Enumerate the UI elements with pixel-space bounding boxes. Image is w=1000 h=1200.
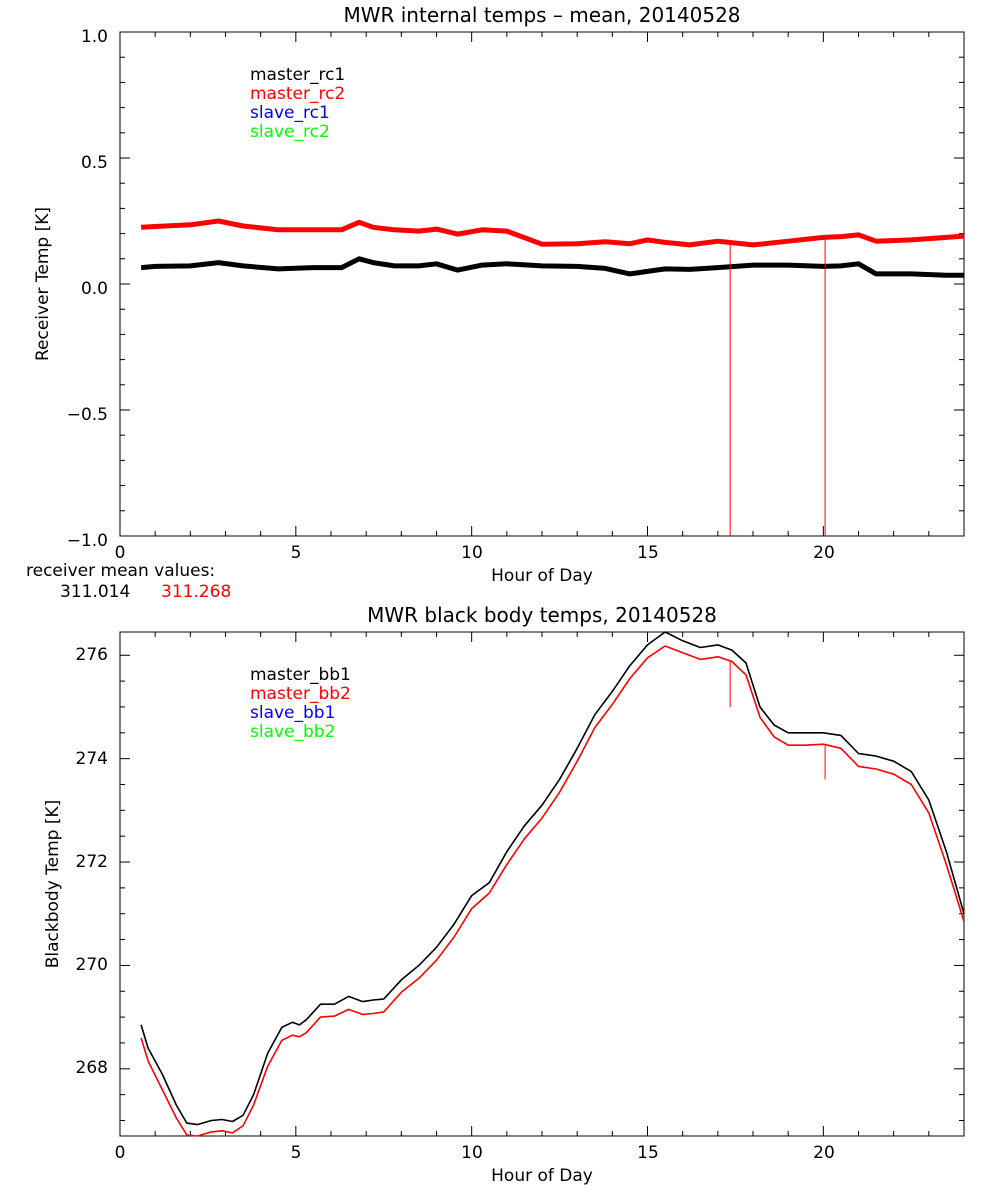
bottom-ytick-label: 270	[76, 955, 108, 975]
bottom-axis-ticks	[119, 632, 965, 1136]
bottom-plot-frame	[119, 631, 965, 1137]
top-xtick-label: 15	[637, 543, 659, 563]
bottom-legend-master-bb1: master_bb1	[250, 665, 351, 685]
bottom-x-axis-label: Hour of Day	[491, 1166, 593, 1186]
top-ytick-label: 0.0	[81, 279, 108, 299]
top-xtick-label: 10	[461, 543, 483, 563]
bottom-xtick-label: 0	[115, 1143, 126, 1163]
receiver-mean-value-rc1: 311.014	[60, 582, 130, 602]
bottom-legend-master-bb2: master_bb2	[250, 684, 351, 704]
top-axis-ticks	[119, 31, 965, 537]
top-legend-slave-rc2: slave_rc2	[250, 122, 330, 142]
series-line-master_bb1	[140, 631, 965, 1126]
receiver-mean-label: receiver mean values:	[26, 561, 215, 581]
bottom-legend-slave-bb1: slave_bb1	[250, 703, 335, 723]
bottom-ytick-label: 274	[76, 749, 108, 769]
top-spikes-group	[729, 237, 826, 536]
top-xtick-label: 0	[115, 543, 126, 563]
receiver-mean-value-rc2: 311.268	[161, 582, 231, 602]
top-xtick-label: 5	[291, 543, 302, 563]
top-xtick-label: 20	[813, 543, 835, 563]
bottom-xtick-label: 20	[813, 1143, 835, 1163]
bottom-chart-title: MWR black body temps, 20140528	[367, 603, 717, 627]
top-y-axis-label: Receiver Temp [K]	[33, 207, 53, 361]
series-line-master_rc1	[140, 256, 964, 278]
top-legend-master-rc1: master_rc1	[250, 65, 345, 85]
bottom-ytick-label: 268	[76, 1058, 108, 1078]
top-series-group	[140, 218, 965, 278]
bottom-legend-slave-bb2: slave_bb2	[250, 722, 335, 742]
bottom-y-axis-label: Blackbody Temp [K]	[43, 800, 63, 969]
top-ytick-label: 0.5	[81, 153, 108, 173]
bottom-xtick-label: 15	[637, 1143, 659, 1163]
bottom-ytick-label: 276	[76, 645, 108, 665]
bottom-series-group	[140, 631, 965, 1137]
bottom-xtick-label: 10	[461, 1143, 483, 1163]
top-ytick-label: −0.5	[67, 405, 108, 425]
bottom-spikes-group	[729, 660, 826, 780]
bottom-xtick-label: 5	[291, 1143, 302, 1163]
top-ytick-label: −1.0	[67, 531, 108, 551]
top-plot-frame	[119, 31, 965, 537]
top-x-axis-label: Hour of Day	[491, 566, 593, 586]
top-legend-slave-rc1: slave_rc1	[250, 103, 330, 123]
top-legend-master-rc2: master_rc2	[250, 84, 345, 104]
series-line-master_bb2	[140, 645, 965, 1137]
series-line-master_rc2	[140, 218, 965, 248]
top-chart-title: MWR internal temps – mean, 20140528	[343, 3, 740, 27]
bottom-ytick-label: 272	[76, 852, 108, 872]
top-ytick-label: 1.0	[81, 27, 108, 47]
